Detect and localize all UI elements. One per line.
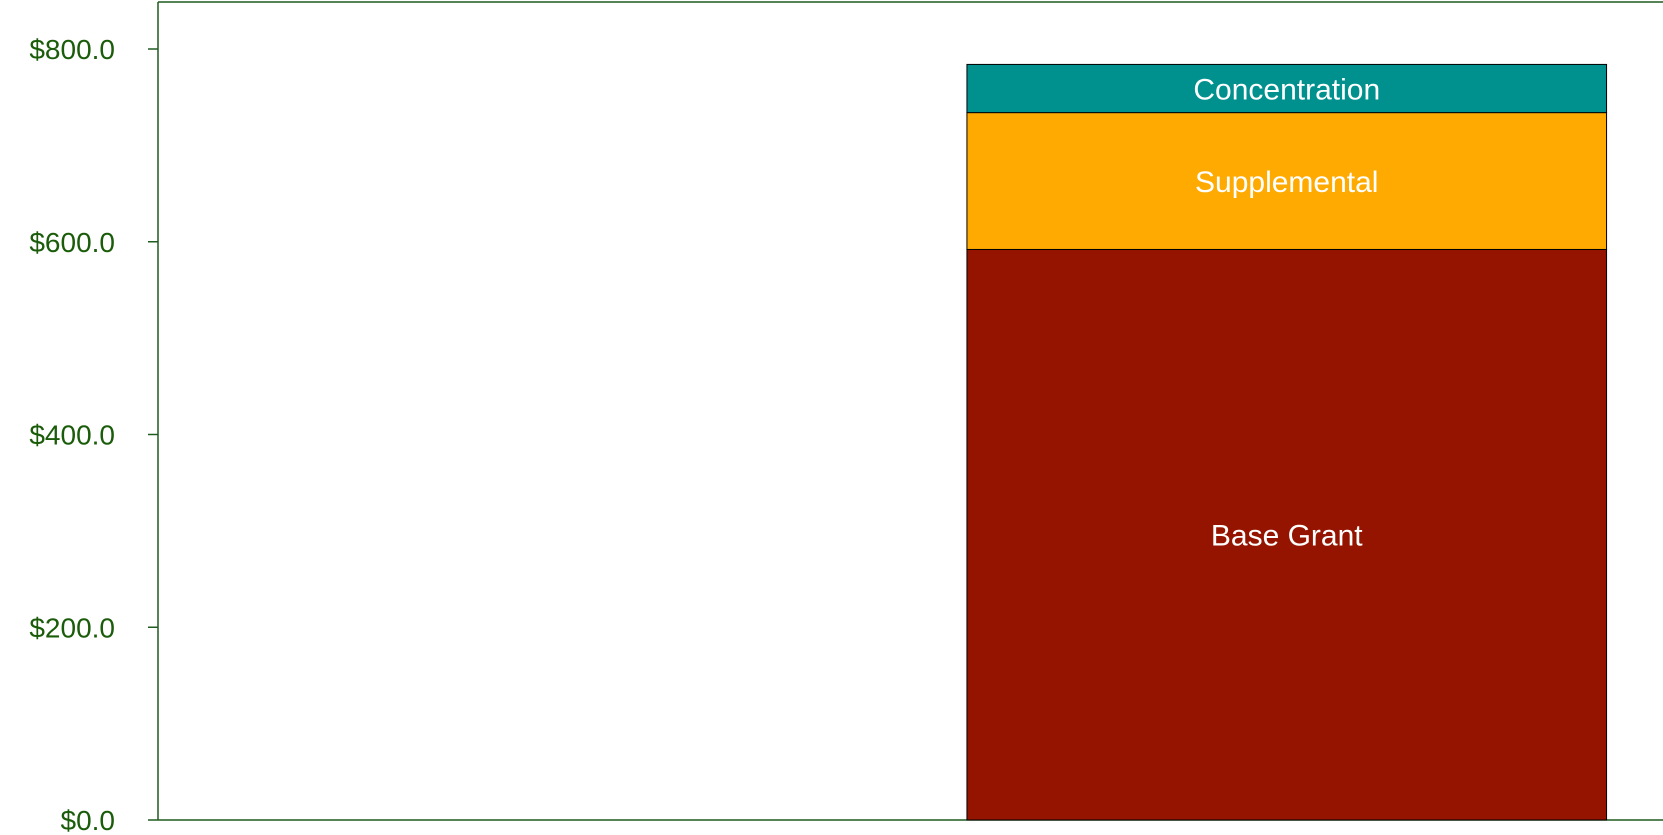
bar-segment-concentration bbox=[966, 63, 1608, 114]
segment-label: Base Grant bbox=[1211, 520, 1363, 553]
y-tick-label: $400.0 bbox=[29, 420, 115, 451]
y-tick-label: $800.0 bbox=[29, 34, 115, 65]
bar-segment-supplemental bbox=[966, 112, 1608, 250]
bar-segments bbox=[966, 63, 1608, 821]
segment-label: Supplemental bbox=[1195, 166, 1378, 199]
segment-label: Concentration bbox=[1193, 74, 1380, 107]
segment-labels: Base Grant Supplemental Concentration bbox=[1193, 74, 1380, 553]
bar-segment-base-grant bbox=[966, 248, 1608, 821]
y-tick-label: $200.0 bbox=[29, 612, 115, 643]
y-ticks: $0.0 $200.0 $400.0 $600.0 $800.0 bbox=[29, 34, 158, 835]
y-tick-label: $0.0 bbox=[61, 805, 116, 835]
y-tick-label: $600.0 bbox=[29, 227, 115, 258]
